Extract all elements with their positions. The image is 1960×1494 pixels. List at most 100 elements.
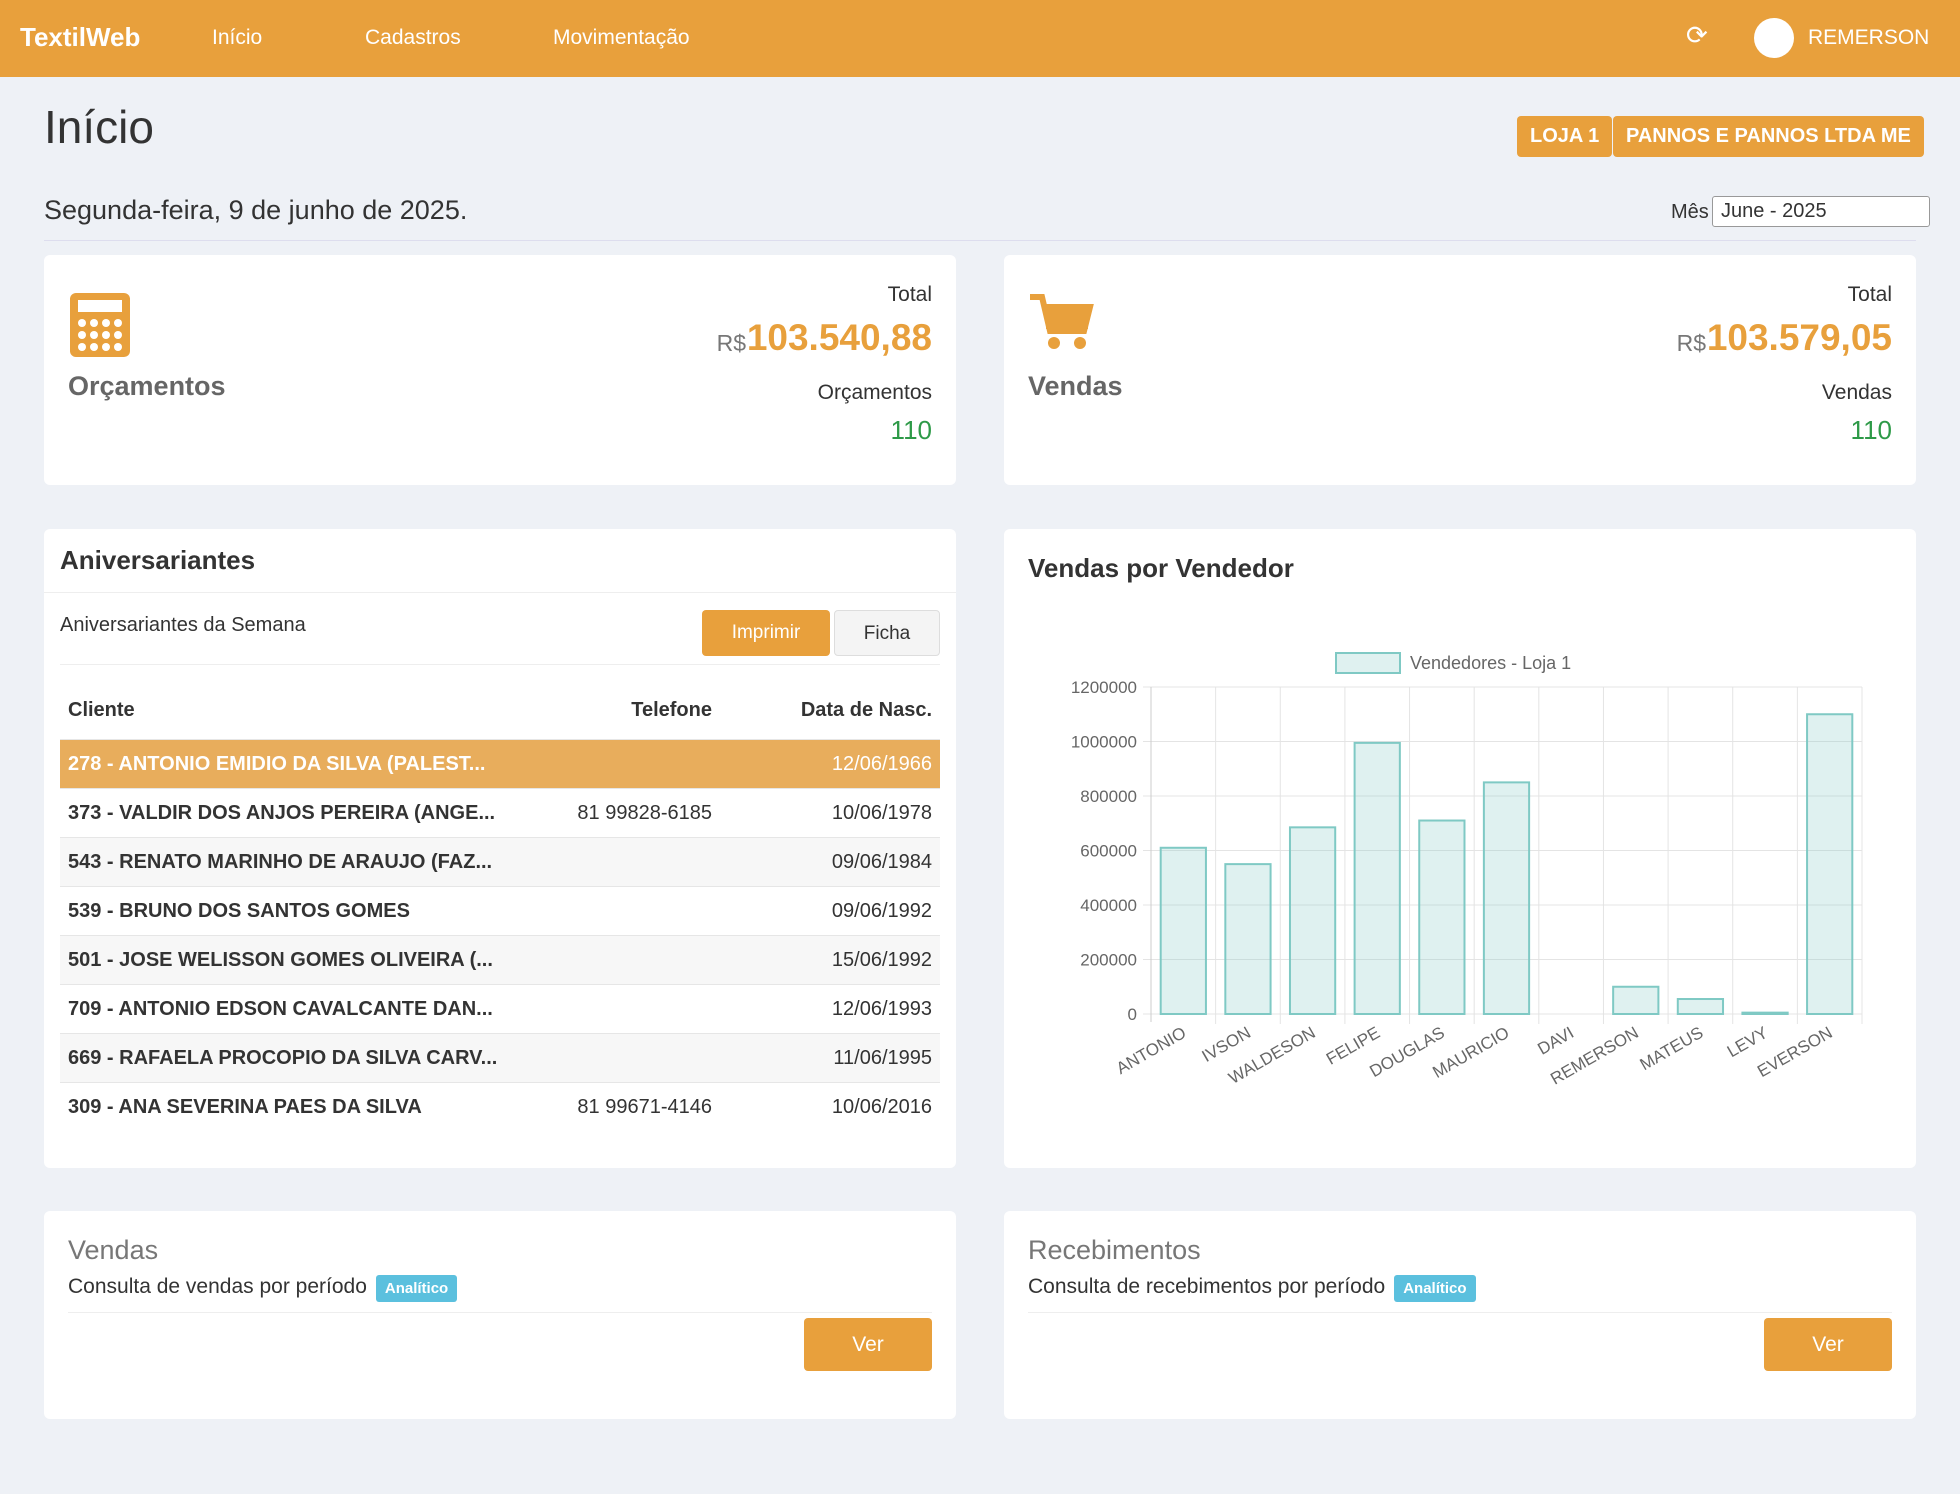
- report-description: Consulta de recebimentos por período: [1028, 1275, 1386, 1298]
- divider: [44, 240, 1916, 241]
- divider: [60, 664, 940, 665]
- nav-item[interactable]: Movimentação: [553, 26, 690, 49]
- divider: [68, 1312, 932, 1313]
- currency: R$: [716, 330, 746, 356]
- y-tick-label: 0: [1128, 1005, 1137, 1024]
- table-row[interactable]: 543 - RENATO MARINHO DE ARAUJO (FAZ... 09…: [60, 837, 940, 886]
- legend-swatch: [1335, 652, 1401, 674]
- chart: 0 200000 400000 600000 800000 1000000 1200000 A…: [1071, 652, 1863, 1089]
- total-label: Total: [1847, 283, 1892, 306]
- total-value: 103.579,05: [1706, 317, 1892, 358]
- table-row[interactable]: 501 - JOSE WELISSON GOMES OLIVEIRA (... 1…: [60, 935, 940, 984]
- count-label: Orçamentos: [817, 381, 932, 404]
- y-tick-label: 1200000: [1071, 678, 1137, 697]
- client: 309 - ANA SEVERINA PAES DA SILVA: [68, 1096, 422, 1118]
- birth-date: 11/06/1995: [833, 1047, 932, 1069]
- currency: R$: [1676, 330, 1706, 356]
- column-header: Cliente: [68, 699, 135, 721]
- total-value: 103.540,88: [746, 317, 932, 358]
- total-label: Total: [887, 283, 932, 306]
- y-tick-label: 200000: [1080, 951, 1137, 970]
- table-row[interactable]: 278 - ANTONIO EMIDIO DA SILVA (PALEST...…: [60, 739, 940, 788]
- bar: [1288, 826, 1337, 1015]
- table-row[interactable]: 669 - RAFAELA PROCOPIO DA SILVA CARV... 1…: [60, 1033, 940, 1082]
- report-description: Consulta de vendas por período: [68, 1275, 367, 1298]
- y-tick-label: 400000: [1080, 896, 1137, 915]
- bar: [1741, 1011, 1789, 1016]
- count-label: Vendas: [1821, 381, 1892, 404]
- y-tick-label: 600000: [1080, 842, 1137, 861]
- client: 543 - RENATO MARINHO DE ARAUJO (FAZ...: [68, 851, 493, 873]
- client: 373 - VALDIR DOS ANJOS PEREIRA (ANGE...: [68, 802, 496, 824]
- count-value: 110: [1850, 415, 1892, 445]
- client: 501 - JOSE WELISSON GOMES OLIVEIRA (...: [68, 949, 493, 971]
- table-row[interactable]: 309 - ANA SEVERINA PAES DA SILVA 81 99671…: [60, 1082, 940, 1131]
- birth-date: 10/06/1978: [831, 802, 932, 824]
- brand[interactable]: TextilWeb: [20, 22, 141, 52]
- report-title: Vendas: [68, 1235, 159, 1265]
- bar: [1676, 998, 1725, 1016]
- client: 539 - BRUNO DOS SANTOS GOMES: [68, 900, 410, 922]
- table-row[interactable]: 539 - BRUNO DOS SANTOS GOMES 09/06/1992: [60, 886, 940, 935]
- y-tick-label: 800000: [1080, 787, 1137, 806]
- subtitle: Aniversariantes da Semana: [60, 614, 306, 636]
- bar: [1806, 713, 1854, 1015]
- birth-date: 12/06/1993: [831, 998, 932, 1020]
- card-icon: [1030, 294, 1094, 349]
- refresh-icon[interactable]: ⟳: [1686, 20, 1708, 50]
- sheet-button[interactable]: Ficha: [834, 610, 940, 656]
- column-header: Telefone: [631, 699, 712, 721]
- phone: 81 99671-4146: [577, 1096, 712, 1118]
- card-title: Aniversariantes: [60, 545, 256, 575]
- report-card: Recebimentos Consulta de recebimentos por…: [1004, 1211, 1916, 1419]
- summary-card: Vendas Total 103.579,05 R$ Vendas 110: [1004, 255, 1916, 485]
- birth-date: 09/06/1992: [831, 900, 932, 922]
- bar: [1482, 781, 1531, 1015]
- client: 669 - RAFAELA PROCOPIO DA SILVA CARV...: [68, 1047, 498, 1069]
- report-title: Recebimentos: [1028, 1235, 1201, 1265]
- x-tick-label: ANTONIO: [1113, 1023, 1189, 1078]
- view-button[interactable]: Ver: [1764, 1318, 1892, 1371]
- divider: [44, 592, 956, 593]
- x-tick-label: LEVY: [1724, 1023, 1771, 1061]
- birthdays-card: Aniversariantes Aniversariantes da Seman…: [44, 529, 956, 1168]
- chart-card: Vendas por Vendedor 0 200000 400000 600000 8…: [1004, 529, 1916, 1168]
- avatar: [1754, 18, 1794, 58]
- report-tag: Analítico: [1394, 1275, 1476, 1302]
- card-title: Vendas: [1028, 371, 1123, 401]
- x-tick-label: MATEUS: [1637, 1023, 1707, 1074]
- column-header: Data de Nasc.: [800, 699, 932, 721]
- summary-card: Orçamentos Total 103.540,88 R$ Orçamentos 110: [44, 255, 956, 485]
- nav-item[interactable]: Início: [212, 26, 263, 49]
- birth-date: 10/06/2016: [831, 1096, 932, 1118]
- x-tick-label: DAVI: [1534, 1023, 1577, 1059]
- birth-date: 09/06/1984: [831, 851, 932, 873]
- view-button[interactable]: Ver: [804, 1318, 932, 1371]
- client: 709 - ANTONIO EDSON CAVALCANTE DAN...: [68, 998, 493, 1020]
- bar: [1224, 863, 1272, 1015]
- month-select[interactable]: June - 2025: [1712, 196, 1930, 227]
- print-button[interactable]: Imprimir: [702, 610, 830, 656]
- card-icon: [70, 293, 130, 357]
- chart-title: Vendas por Vendedor: [1028, 553, 1294, 583]
- card-title: Orçamentos: [68, 371, 226, 401]
- bar: [1353, 741, 1401, 1016]
- phone: 81 99828-6185: [577, 802, 712, 824]
- bar: [1418, 819, 1466, 1015]
- legend-label: Vendedores - Loja 1: [1410, 653, 1571, 673]
- store-badge: LOJA 1: [1517, 116, 1613, 157]
- birthdays-table: Cliente Telefone Data de Nasc. 278 - ANTONI…: [60, 699, 940, 1159]
- table-row[interactable]: 373 - VALDIR DOS ANJOS PEREIRA (ANGE... 8…: [60, 788, 940, 837]
- bar: [1612, 985, 1660, 1015]
- bar: [1159, 846, 1207, 1015]
- nav-item[interactable]: Cadastros: [365, 26, 461, 49]
- navbar: TextilWeb Início Cadastros Movimentação …: [0, 0, 1960, 77]
- company-badge: PANNOS E PANNOS LTDA ME: [1613, 116, 1924, 157]
- count-value: 110: [890, 415, 932, 445]
- birth-date: 15/06/1992: [831, 949, 932, 971]
- user-name[interactable]: REMERSON: [1808, 26, 1930, 49]
- report-card: Vendas Consulta de vendas por período Anal…: [44, 1211, 956, 1419]
- table-row[interactable]: 709 - ANTONIO EDSON CAVALCANTE DAN... 12/…: [60, 984, 940, 1033]
- date: Segunda-feira, 9 de junho de 2025.: [44, 195, 468, 225]
